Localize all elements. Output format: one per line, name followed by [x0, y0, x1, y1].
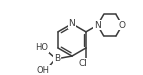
- Text: N: N: [69, 19, 75, 28]
- Text: O: O: [119, 21, 126, 30]
- Text: Cl: Cl: [79, 59, 88, 68]
- Text: B: B: [54, 54, 60, 63]
- Text: N: N: [94, 21, 101, 30]
- Text: HO: HO: [35, 43, 48, 52]
- Text: OH: OH: [37, 66, 50, 75]
